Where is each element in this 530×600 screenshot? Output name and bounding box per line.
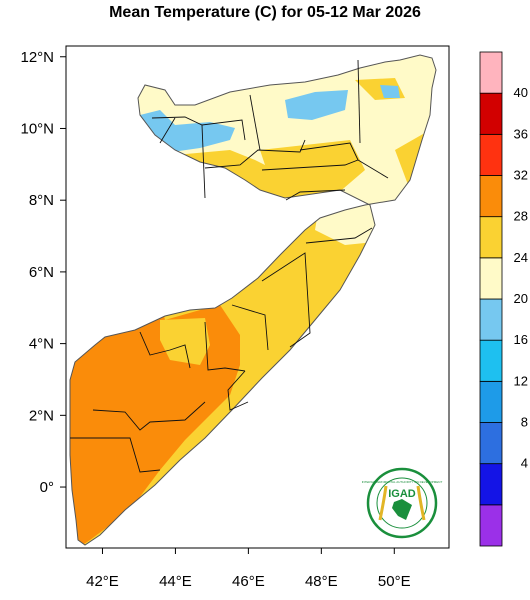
colorbar-label: 12 xyxy=(514,373,528,388)
africa-icon xyxy=(392,499,412,520)
somalia-coastline xyxy=(69,54,437,546)
x-axis: 42°E 44°E 46°E 48°E 50°E xyxy=(86,548,411,590)
colorbar-bin xyxy=(479,51,503,94)
y-tick-label: 12°N xyxy=(20,49,54,66)
zone-24-28-south-pocket xyxy=(160,318,210,365)
y-tick-label: 6°N xyxy=(29,264,54,281)
igad-logo: INTERGOVERNMENTAL AUTHORITY ON DEVELOPME… xyxy=(362,467,443,539)
zone-16-20-central xyxy=(285,90,348,120)
colorbar-bin xyxy=(479,298,503,341)
logo-text: IGAD xyxy=(388,488,416,500)
colorbar-bin xyxy=(479,463,503,506)
zone-16-20-east xyxy=(380,85,400,98)
x-tick-label: 46°E xyxy=(232,573,265,590)
colorbar-label: 32 xyxy=(514,168,528,183)
colorbar-label: 16 xyxy=(514,332,528,347)
colorbar-label: 8 xyxy=(521,415,528,430)
colorbar-label: 4 xyxy=(521,456,528,471)
colorbar-label: 40 xyxy=(514,85,528,100)
x-tick-label: 48°E xyxy=(305,573,338,590)
colorbar-bin xyxy=(479,380,503,423)
region-boundaries xyxy=(70,59,389,473)
colorbar-bin xyxy=(479,175,503,218)
zone-24-28-north-a xyxy=(260,140,365,200)
y-tick-label: 10°N xyxy=(20,120,54,137)
x-tick-label: 50°E xyxy=(378,573,411,590)
y-tick-label: 2°N xyxy=(29,407,54,424)
logo-ring-text: INTERGOVERNMENTAL AUTHORITY ON DEVELOPME… xyxy=(362,480,443,484)
colorbar-bin xyxy=(479,339,503,382)
colorbar-bin xyxy=(479,504,503,547)
x-tick-label: 42°E xyxy=(86,573,119,590)
colorbar-bin xyxy=(479,216,503,259)
colorbar-bin xyxy=(479,422,503,465)
colorbar-label: 20 xyxy=(514,291,528,306)
y-axis: 12°N 10°N 8°N 6°N 4°N 2°N 0° xyxy=(20,49,66,496)
y-tick-label: 4°N xyxy=(29,336,54,353)
chart-title: Mean Temperature (C) for 05-12 Mar 2026 xyxy=(109,4,421,21)
colorbar-bin xyxy=(479,133,503,176)
colorbar: 4 8 12 16 20 24 28 32 36 40 xyxy=(479,51,528,547)
x-tick-label: 44°E xyxy=(159,573,192,590)
y-tick-label: 0° xyxy=(40,479,54,496)
laurel-icon xyxy=(378,485,426,521)
y-tick-label: 8°N xyxy=(29,192,54,209)
zone-28-32-south xyxy=(70,300,240,545)
colorbar-label: 28 xyxy=(514,209,528,224)
colorbar-bin xyxy=(479,92,503,135)
colorbar-label: 36 xyxy=(514,126,528,141)
colorbar-bin xyxy=(479,257,503,300)
colorbar-label: 24 xyxy=(514,250,528,265)
